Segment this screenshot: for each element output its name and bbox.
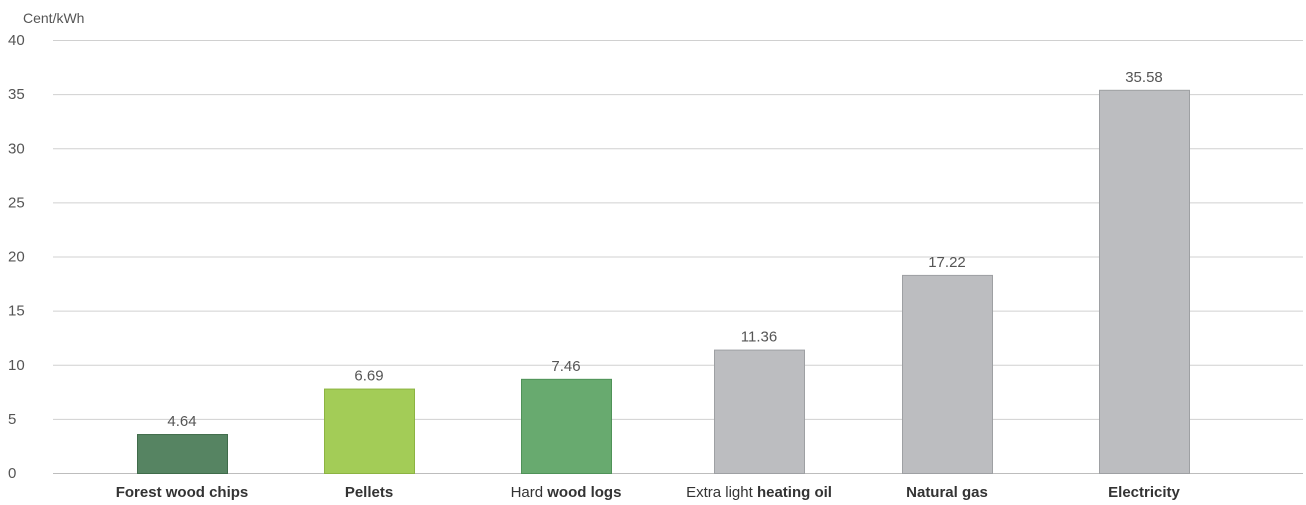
category-label: Electricity xyxy=(1108,484,1180,501)
value-label: 35.58 xyxy=(1125,69,1163,86)
value-label: 4.64 xyxy=(167,413,196,430)
value-label: 17.22 xyxy=(928,254,966,271)
y-tick-label: 5 xyxy=(8,411,16,428)
y-tick-label: 25 xyxy=(8,194,25,211)
bars xyxy=(137,89,1190,475)
y-tick-label: 40 xyxy=(8,32,25,49)
bar xyxy=(714,349,805,474)
bar xyxy=(1099,89,1190,474)
y-axis-ticks: 0 5 10 15 20 25 30 35 40 xyxy=(8,32,25,482)
gridlines xyxy=(53,40,1303,474)
value-label: 7.46 xyxy=(551,358,580,375)
y-tick-label: 10 xyxy=(8,357,25,374)
bar xyxy=(521,378,612,475)
y-axis-unit-label: Cent/kWh xyxy=(23,10,84,26)
category-label: Natural gas xyxy=(906,484,988,501)
value-label: 11.36 xyxy=(741,329,777,346)
bar xyxy=(324,388,415,474)
category-label: Forest wood chips xyxy=(116,484,249,501)
category-label: Extra light heating oil xyxy=(686,484,832,501)
value-label: 6.69 xyxy=(354,368,383,385)
y-tick-label: 15 xyxy=(8,303,25,320)
bar xyxy=(902,274,993,474)
category-label: Hard wood logs xyxy=(511,484,622,501)
category-label: Pellets xyxy=(345,484,393,501)
value-labels: 4.64 6.69 7.46 11.36 17.22 35.58 xyxy=(167,69,1162,430)
y-tick-label: 30 xyxy=(8,140,25,157)
x-axis-labels: Forest wood chips Pellets Hard wood logs Ex… xyxy=(116,484,1181,501)
y-tick-label: 35 xyxy=(8,86,25,103)
bar xyxy=(137,434,228,474)
y-tick-label: 20 xyxy=(8,249,25,266)
y-tick-label: 0 xyxy=(8,465,16,482)
